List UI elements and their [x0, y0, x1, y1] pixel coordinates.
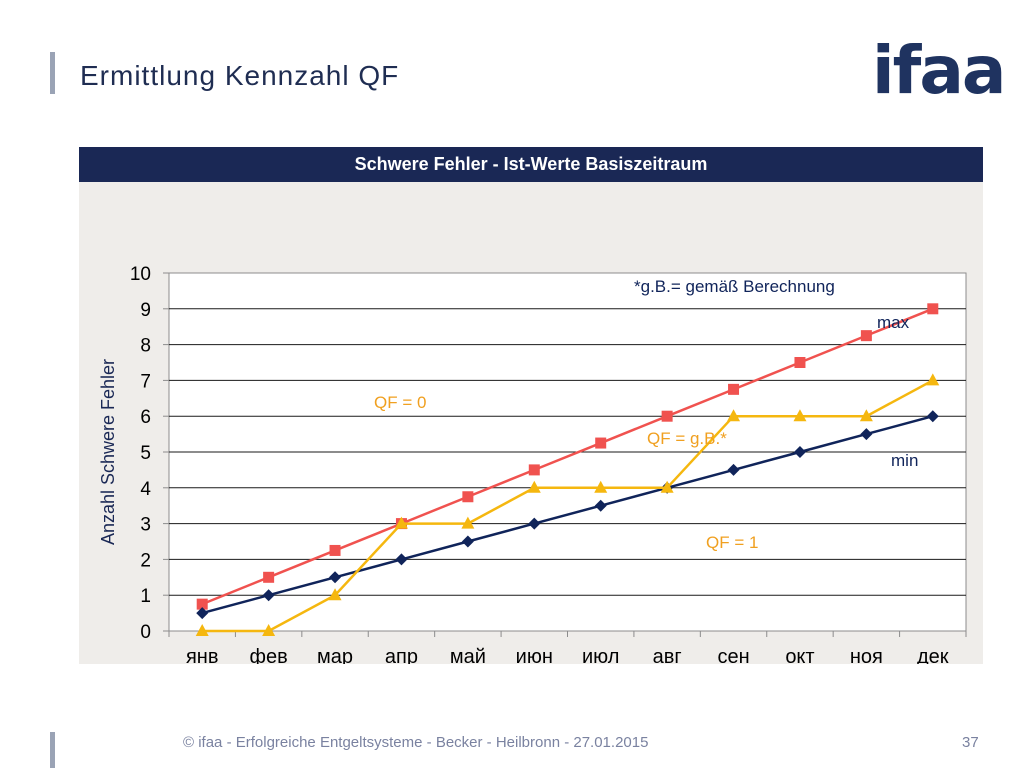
annotation-qf0: QF = 0	[374, 393, 426, 412]
data-point	[394, 516, 408, 529]
data-point	[926, 373, 940, 386]
data-point	[926, 410, 939, 423]
data-point	[527, 480, 541, 493]
data-point	[727, 463, 740, 476]
title-accent-bar	[50, 52, 55, 94]
data-point	[594, 499, 607, 512]
page-number: 37	[962, 734, 979, 751]
data-point	[793, 409, 807, 422]
line-chart: 0 1 2 3 4 5 6 7 8 9 10 янв фев мар апр май июн июл авг сен о…	[98, 264, 967, 664]
data-point	[528, 517, 541, 530]
data-point	[329, 544, 341, 556]
data-point	[528, 464, 540, 476]
chart-panel: 0 1 2 3 4 5 6 7 8 9 10 янв фев мар апр май июн июл авг сен о…	[79, 182, 983, 664]
y-tick-label: 7	[140, 371, 151, 392]
footer-accent-bar	[50, 732, 55, 768]
data-point	[927, 303, 939, 315]
footer-text: © ifaa - Erfolgreiche Entgeltsysteme - B…	[183, 734, 649, 751]
x-tick-label: дек	[917, 646, 949, 664]
series-line-max	[201, 307, 934, 606]
data-point	[794, 357, 806, 368]
data-point	[860, 428, 873, 441]
data-point	[793, 446, 806, 458]
slide-title: Ermittlung Kennzahl QF	[80, 60, 400, 91]
y-tick-label: 0	[140, 622, 151, 643]
data-point	[262, 589, 275, 602]
x-tick-label: янв	[186, 646, 219, 664]
x-tick-label: фев	[250, 646, 288, 664]
data-point	[595, 437, 607, 449]
chart-title: Schwere Fehler - Ist-Werte Basiszeitraum	[79, 147, 983, 182]
x-tick-label: мар	[317, 646, 353, 664]
data-point	[328, 588, 342, 601]
data-point	[462, 491, 474, 503]
x-tick-label: авг	[653, 646, 682, 664]
annotation-min: min	[891, 451, 918, 470]
y-tick-label: 3	[140, 515, 151, 536]
data-point	[859, 409, 873, 422]
ifaa-logo: ifaa	[872, 32, 1006, 109]
x-tick-label: окт	[785, 646, 814, 664]
data-point	[329, 571, 342, 584]
data-point	[195, 624, 209, 636]
y-tick-label: 2	[140, 550, 151, 571]
data-point	[660, 480, 674, 493]
annotation-qf1: QF = 1	[706, 533, 758, 552]
x-tick-label: июл	[582, 646, 619, 664]
x-tick-label: май	[450, 646, 486, 664]
data-point	[196, 607, 209, 620]
data-point	[196, 598, 208, 610]
y-tick-label: 8	[140, 336, 151, 357]
y-tick-label: 9	[140, 300, 151, 321]
data-point	[395, 553, 408, 566]
x-tick-label: июн	[516, 646, 553, 664]
data-point	[728, 383, 740, 395]
y-axis-label: Anzahl Schwere Fehler	[98, 359, 118, 545]
x-tick-label: апр	[385, 646, 418, 664]
x-tick-label: сен	[717, 646, 749, 664]
annotation-note: *g.B.= gemäß Berechnung	[634, 277, 835, 296]
series-line-series-3	[202, 379, 934, 633]
annotation-qfgb: QF = g.B.*	[647, 429, 727, 448]
data-point	[594, 480, 608, 493]
data-point	[263, 571, 275, 583]
data-point	[661, 410, 673, 422]
y-tick-label: 1	[140, 586, 151, 607]
data-point	[727, 409, 741, 422]
y-tick-label: 10	[130, 264, 151, 285]
y-tick-label: 4	[140, 479, 151, 500]
annotation-max: max	[877, 313, 910, 332]
data-point	[461, 516, 475, 529]
data-point	[860, 330, 872, 342]
data-point	[262, 624, 276, 636]
y-tick-label: 6	[140, 407, 151, 428]
data-point	[461, 535, 474, 548]
series-line-min	[201, 414, 934, 615]
y-tick-label: 5	[140, 443, 151, 464]
x-tick-label: ноя	[850, 646, 883, 664]
